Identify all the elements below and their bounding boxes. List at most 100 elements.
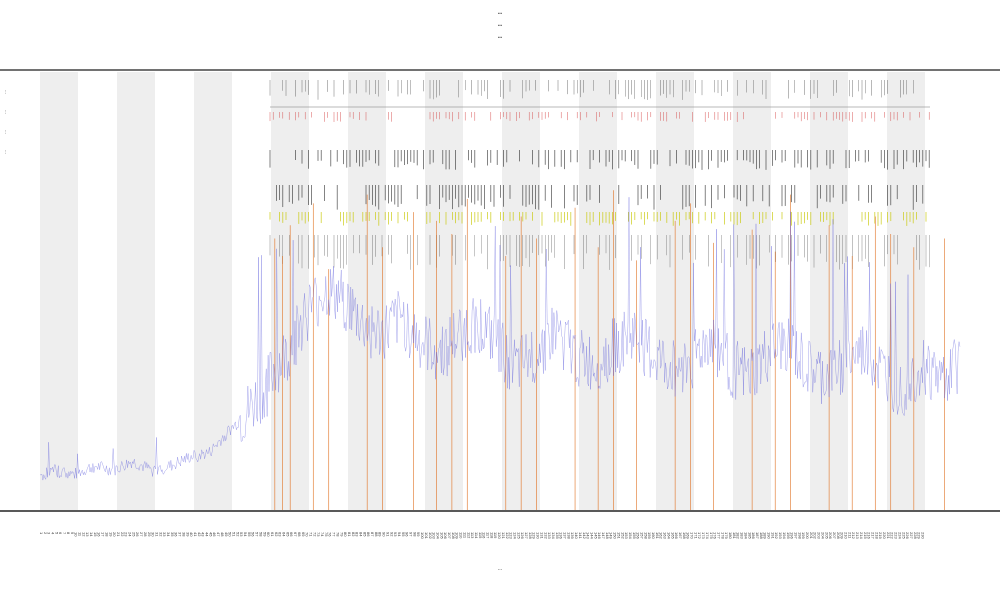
x-axis-label: ...: [497, 566, 503, 572]
background-band: [887, 72, 925, 510]
x-tick-label: 190: [767, 532, 772, 539]
x-tick-label: 164: [666, 532, 671, 539]
x-tick-label: 151: [616, 532, 621, 539]
x-tick-label: 194: [782, 532, 787, 539]
x-tick-label: 163: [663, 532, 668, 539]
x-tick-label: 30: [151, 532, 156, 537]
x-tick-label: 120: [497, 532, 502, 539]
x-tick-label: 165: [670, 532, 675, 539]
x-tick-label: 112: [466, 532, 471, 539]
x-tick-label: 31: [155, 532, 160, 537]
x-tick-label: 12: [81, 532, 86, 537]
x-tick-label: 84: [359, 532, 364, 537]
chart-title: ...: [498, 7, 502, 16]
x-tick-label: 98: [412, 532, 417, 537]
x-tick-label: 192: [774, 532, 779, 539]
x-tick-label: 222: [890, 532, 895, 539]
trace-line: [39, 197, 961, 481]
x-tick-label: 109: [455, 532, 460, 539]
x-tick-label: 221: [886, 532, 891, 539]
x-tick-label: 160: [651, 532, 656, 539]
x-tick-label: 205: [824, 532, 829, 539]
x-tick-label: 209: [840, 532, 845, 539]
background-band: [117, 72, 155, 510]
x-tick-label: 138: [566, 532, 571, 539]
x-tick-label: 196: [790, 532, 795, 539]
x-tick-label: 67: [293, 532, 298, 537]
x-tick-label: 211: [847, 532, 852, 539]
x-tick-label: 176: [713, 532, 718, 539]
x-tick-label: 5: [54, 532, 59, 535]
x-tick-label: 113: [470, 532, 475, 539]
x-tick-label: 131: [539, 532, 544, 539]
x-tick-label: 140: [574, 532, 579, 539]
x-tick-label: 1: [39, 532, 44, 535]
x-tick-label: 181: [732, 532, 737, 539]
x-tick-label: 173: [701, 532, 706, 539]
x-tick-label: 208: [836, 532, 841, 539]
x-tick-label: 206: [828, 532, 833, 539]
trace-series: [39, 197, 961, 481]
x-tick-label: 61: [270, 532, 275, 537]
x-tick-label: 219: [878, 532, 883, 539]
x-tick-label: 158: [643, 532, 648, 539]
x-tick-label: 180: [728, 532, 733, 539]
x-tick-label: 19: [108, 532, 113, 537]
x-tick-label: 100: [420, 532, 425, 539]
x-tick-label: 172: [697, 532, 702, 539]
x-tick-label: 202: [813, 532, 818, 539]
x-tick-label: 87: [370, 532, 375, 537]
x-tick-label: 220: [882, 532, 887, 539]
x-tick-label: 229: [917, 532, 922, 539]
x-tick-label: 37: [178, 532, 183, 537]
x-tick-label: 148: [605, 532, 610, 539]
x-tick-label: 177: [717, 532, 722, 539]
x-tick-label: 150: [613, 532, 618, 539]
x-tick-label: 195: [786, 532, 791, 539]
x-tick-label: 62: [274, 532, 279, 537]
x-tick-label: 230: [921, 532, 926, 539]
background-band: [194, 72, 232, 510]
x-tick-label: 73: [316, 532, 321, 537]
x-tick-label: 69: [301, 532, 306, 537]
background-band: [40, 72, 78, 510]
x-tick-label: 2: [43, 532, 48, 535]
x-tick-label: 204: [820, 532, 825, 539]
x-tick-label: 133: [547, 532, 552, 539]
x-tick-label: 10: [74, 532, 79, 537]
x-tick-label: 189: [763, 532, 768, 539]
x-tick-label: 123: [509, 532, 514, 539]
x-tick-label: 43: [201, 532, 206, 537]
x-tick-label: 13: [85, 532, 90, 537]
x-tick-label: 56: [251, 532, 256, 537]
x-tick-label: 44: [205, 532, 210, 537]
x-tick-label: 75: [324, 532, 329, 537]
x-tick-label: 95: [401, 532, 406, 537]
x-tick-label: 129: [532, 532, 537, 539]
x-tick-label: 118: [489, 532, 494, 539]
x-tick-label: 159: [647, 532, 652, 539]
x-tick-label: 215: [863, 532, 868, 539]
x-tick-label: 217: [871, 532, 876, 539]
x-tick-label: 218: [874, 532, 879, 539]
x-tick-label: 39: [185, 532, 190, 537]
x-tick-label: 25: [131, 532, 136, 537]
x-tick-label: 93: [393, 532, 398, 537]
x-tick-label: 105: [439, 532, 444, 539]
x-tick-label: 207: [832, 532, 837, 539]
x-tick-label: 103: [432, 532, 437, 539]
x-tick-label: 94: [397, 532, 402, 537]
x-tick-label: 59: [262, 532, 267, 537]
x-tick-label: 132: [543, 532, 548, 539]
x-tick-label: 162: [659, 532, 664, 539]
x-tick-label: 170: [690, 532, 695, 539]
x-tick-label: 144: [590, 532, 595, 539]
x-tick-label: 16: [97, 532, 102, 537]
x-tick-label: 22: [120, 532, 125, 537]
x-tick-label: 52: [235, 532, 240, 537]
x-tick-label: 82: [351, 532, 356, 537]
x-tick-label: 183: [740, 532, 745, 539]
x-tick-label: 212: [851, 532, 856, 539]
x-tick-label: 20: [112, 532, 117, 537]
